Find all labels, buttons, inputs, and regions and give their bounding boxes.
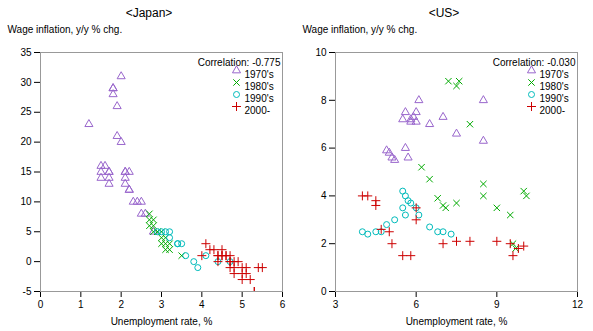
svg-text:2000-: 2000- [540,105,566,116]
svg-text:30: 30 [20,77,32,88]
svg-text:4: 4 [199,299,205,310]
svg-text:3: 3 [159,299,165,310]
svg-text:0: 0 [321,286,327,297]
svg-text:6: 6 [413,299,419,310]
svg-text:10: 10 [20,196,32,207]
svg-text:Unemployment rate, %: Unemployment rate, % [111,316,213,327]
svg-text:1980's: 1980's [245,81,274,92]
svg-text:0: 0 [26,256,32,267]
svg-text:4: 4 [321,190,327,201]
svg-text:Unemployment rate, %: Unemployment rate, % [406,316,508,327]
svg-text:3: 3 [333,299,339,310]
svg-text:25: 25 [20,106,32,117]
svg-text:9: 9 [494,299,500,310]
svg-text:1980's: 1980's [540,81,569,92]
svg-text:0: 0 [38,299,44,310]
svg-text:Wage inflation, y/y % chg.: Wage inflation, y/y % chg. [8,24,123,35]
html-text:<US>: <US> [428,6,460,20]
svg-text:6: 6 [321,142,327,153]
svg-text:Wage inflation, y/y % chg.: Wage inflation, y/y % chg. [303,24,418,35]
svg-text:2: 2 [321,238,327,249]
svg-text:1990's: 1990's [245,93,274,104]
svg-text:-5: -5 [23,286,32,297]
svg-text:1990's: 1990's [540,93,569,104]
svg-text:Correlation: -0.030: Correlation: -0.030 [493,57,576,68]
svg-text:1970's: 1970's [245,69,274,80]
svg-text:35: 35 [20,47,32,58]
svg-text:6: 6 [280,299,286,310]
svg-text:8: 8 [321,95,327,106]
html-text:<Japan>: <Japan> [125,6,173,20]
svg-text:20: 20 [20,136,32,147]
svg-text:12: 12 [572,299,584,310]
svg-text:5: 5 [26,226,32,237]
svg-text:Correlation: -0.775: Correlation: -0.775 [198,57,281,68]
svg-text:2000-: 2000- [245,105,271,116]
svg-text:1: 1 [78,299,84,310]
svg-text:2: 2 [118,299,124,310]
svg-text:10: 10 [315,47,327,58]
svg-text:5: 5 [239,299,245,310]
svg-text:1970's: 1970's [540,69,569,80]
svg-text:15: 15 [20,166,32,177]
